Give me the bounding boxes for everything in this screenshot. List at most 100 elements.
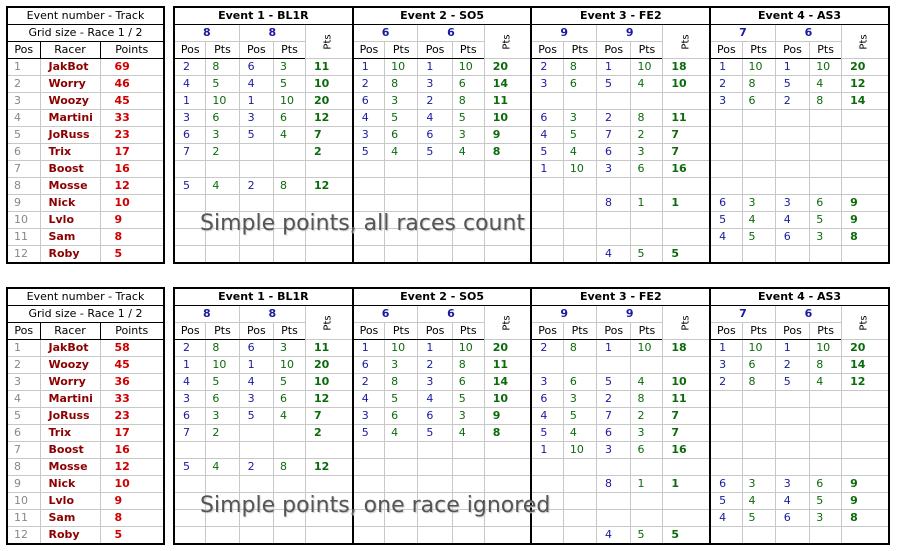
race2-points: 4 xyxy=(273,407,306,425)
standing-pos: 10 xyxy=(6,211,41,229)
race2-points: 8 xyxy=(630,390,664,408)
race2-points: 4 xyxy=(273,126,306,144)
event-total: 20 xyxy=(841,58,891,76)
race1-points: 3 xyxy=(562,390,598,408)
race2-points xyxy=(451,177,485,195)
race1-position: 3 xyxy=(352,407,386,425)
race2-position xyxy=(417,509,453,527)
standings-row: 12 Roby 5 xyxy=(6,245,165,264)
race2-position: 4 xyxy=(596,245,632,264)
race2-points: 4 xyxy=(451,143,485,161)
race1-points xyxy=(741,126,776,144)
event-total-header: Pts xyxy=(662,24,712,59)
racer-points: 36 xyxy=(99,373,165,391)
race1-position: 5 xyxy=(173,177,207,195)
race2-points xyxy=(809,109,843,127)
race1-points: 10 xyxy=(384,58,419,76)
race1-position xyxy=(530,211,564,229)
racer-points: 23 xyxy=(99,126,165,144)
race1-position xyxy=(709,245,743,264)
race2-position xyxy=(774,441,811,459)
race2-position xyxy=(596,177,632,195)
racer-points: 16 xyxy=(99,160,165,178)
race2-position: 2 xyxy=(417,356,453,374)
grid-size-race1: 7 xyxy=(709,305,776,323)
event-total xyxy=(304,245,354,264)
standing-pos: 6 xyxy=(6,143,41,161)
race2-position xyxy=(238,424,275,442)
race1-position: 5 xyxy=(173,458,207,476)
standings-row: 1 JakBot 69 xyxy=(6,58,165,76)
race2-points: 10 xyxy=(630,339,664,357)
event-total-label: Pts xyxy=(322,314,334,331)
race2-points xyxy=(630,492,664,510)
race2-points xyxy=(809,424,843,442)
standings-row: 4 Martini 33 xyxy=(6,109,165,127)
standing-pos: 6 xyxy=(6,424,41,442)
race1-points: 5 xyxy=(384,109,419,127)
sub-header-pts: Pts xyxy=(562,41,598,59)
standings-row: 8 Mosse 12 xyxy=(6,458,165,476)
race1-points xyxy=(384,245,419,264)
race2-points: 6 xyxy=(451,373,485,391)
racer-points: 9 xyxy=(99,211,165,229)
event-total xyxy=(841,177,891,195)
event-total-label: Pts xyxy=(322,33,334,50)
results-row: 3 6 3 6 12 4 5 4 5 10 6 3 2 8 11 xyxy=(173,109,891,127)
sub-header-pts: Pts xyxy=(809,41,843,59)
header-event-track: Event number - Track xyxy=(6,6,165,25)
event-total: 7 xyxy=(304,126,354,144)
racer-points: 33 xyxy=(99,390,165,408)
race2-points: 4 xyxy=(630,373,664,391)
race2-position: 1 xyxy=(596,339,632,357)
race2-position: 6 xyxy=(774,228,811,246)
sub-header-pos: Pos xyxy=(352,322,386,340)
sub-header-pts: Pts xyxy=(451,322,485,340)
race2-points: 3 xyxy=(273,58,306,76)
event-total: 10 xyxy=(483,390,533,408)
race2-position xyxy=(417,160,453,178)
race1-position: 6 xyxy=(173,126,207,144)
race2-points: 6 xyxy=(273,109,306,127)
event-total-label: Pts xyxy=(859,33,871,50)
race2-position: 5 xyxy=(238,407,275,425)
standings-row: 7 Boost 16 xyxy=(6,160,165,178)
racer-points: 8 xyxy=(99,228,165,246)
race1-position xyxy=(352,458,386,476)
race2-position xyxy=(774,458,811,476)
race1-position xyxy=(173,160,207,178)
race2-position xyxy=(596,509,632,527)
event-total-header: Pts xyxy=(304,305,354,340)
race2-points xyxy=(809,526,843,545)
race1-position: 6 xyxy=(709,475,743,493)
race1-points: 3 xyxy=(205,407,240,425)
sub-header-pos: Pos xyxy=(173,322,207,340)
race1-points xyxy=(205,526,240,545)
race1-points xyxy=(384,458,419,476)
race2-position: 1 xyxy=(238,356,275,374)
standing-pos: 2 xyxy=(6,356,41,374)
event-total-header: Pts xyxy=(483,305,533,340)
event-total: 9 xyxy=(483,407,533,425)
race2-position xyxy=(774,160,811,178)
race1-points: 8 xyxy=(205,339,240,357)
race1-position xyxy=(530,177,564,195)
race1-points: 8 xyxy=(562,58,598,76)
race2-points: 3 xyxy=(451,126,485,144)
sub-header-pts: Pts xyxy=(741,41,776,59)
standing-pos: 7 xyxy=(6,160,41,178)
racer-points: 45 xyxy=(99,92,165,110)
race1-points: 3 xyxy=(741,194,776,212)
event-total: 11 xyxy=(662,109,712,127)
results-row: 4 5 4 5 10 2 8 3 6 14 3 6 5 4 10 2 8 5 4 12 xyxy=(173,75,891,93)
standing-pos: 4 xyxy=(6,390,41,408)
racer-name: Nick xyxy=(39,194,101,212)
event-total: 8 xyxy=(483,143,533,161)
grid-size-race2: 6 xyxy=(774,305,843,323)
race2-position: 8 xyxy=(596,194,632,212)
race1-points: 8 xyxy=(384,373,419,391)
event-total xyxy=(662,228,712,246)
